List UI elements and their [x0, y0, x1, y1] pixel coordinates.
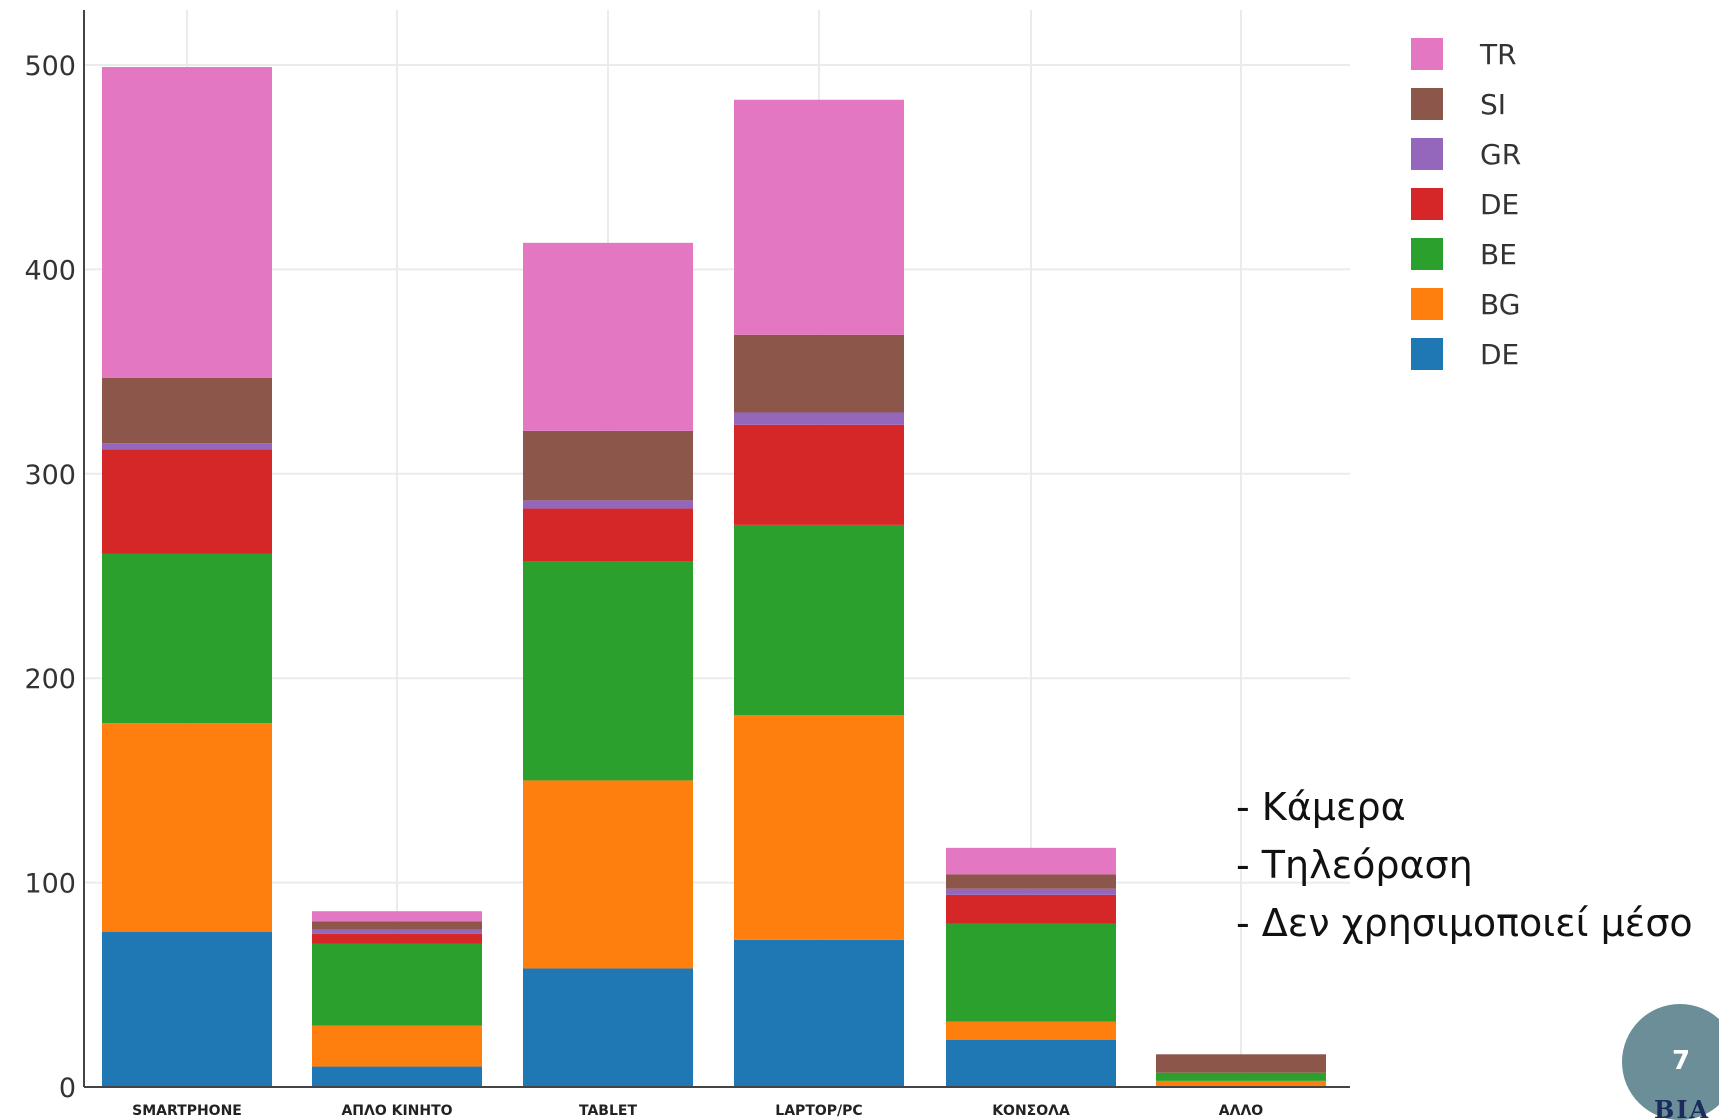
y-tick-label: 300: [24, 460, 76, 491]
bar-segment: [734, 334, 904, 413]
bar-segment: [946, 847, 1116, 875]
y-tick-label: 0: [59, 1073, 76, 1104]
legend-label: BE: [1480, 238, 1517, 271]
x-tick-label: ΚΟΝΣΟΛΑ: [992, 1103, 1070, 1119]
note-item: - Τηλεόραση: [1236, 843, 1473, 887]
bar-segment: [102, 931, 272, 1087]
legend-label: BG: [1480, 288, 1520, 321]
axes: [83, 10, 1350, 1088]
note-item: - Δεν χρησιμοποιεί μέσο: [1236, 901, 1693, 945]
legend-label: DE: [1480, 338, 1519, 371]
bar-segment: [312, 921, 482, 930]
bar-segment: [946, 894, 1116, 924]
bar-segment: [102, 723, 272, 932]
legend-swatch: [1411, 138, 1443, 170]
legend-swatch: [1411, 288, 1443, 320]
bar-segment: [946, 874, 1116, 889]
page-number: 7: [1672, 1046, 1691, 1076]
bar-segment: [312, 1066, 482, 1087]
bar-segment: [102, 377, 272, 444]
y-axis-ticks: 0 100 200 300 400 500: [24, 51, 76, 1104]
bar-segment: [523, 508, 693, 562]
bar-segment: [102, 553, 272, 724]
bar-segment: [312, 933, 482, 944]
bars: [102, 67, 1326, 1087]
bar-segment: [1156, 1080, 1326, 1087]
legend-label: SI: [1480, 88, 1506, 121]
x-tick-label: ΑΠΛΟ ΚΙΝΗΤΟ: [341, 1103, 452, 1119]
x-tick-label: SMARTPHONE: [132, 1103, 242, 1119]
legend-label: DE: [1480, 188, 1519, 221]
bar-segment: [312, 929, 482, 934]
bar-segment: [734, 939, 904, 1087]
x-tick-label: ΑΛΛΟ: [1219, 1103, 1264, 1119]
bar-segment: [523, 780, 693, 969]
bar-segment: [523, 242, 693, 431]
bar-segment: [312, 1025, 482, 1067]
legend-swatch: [1411, 38, 1443, 70]
logo: ΒΙΑ: [1654, 1098, 1711, 1119]
x-axis-ticks: SMARTPHONE ΑΠΛΟ ΚΙΝΗΤΟ TABLET LAPTOP/PC ΚΟΝΣ…: [132, 1103, 1263, 1119]
bar-segment: [1156, 1054, 1326, 1073]
y-tick-label: 200: [24, 664, 76, 695]
legend-swatch: [1411, 88, 1443, 120]
bar-segment: [102, 443, 272, 450]
bar-segment: [734, 524, 904, 715]
notes-list: - Κάμερα - Τηλεόραση - Δεν χρησιμοποιεί …: [1236, 778, 1693, 952]
y-tick-label: 400: [24, 255, 76, 286]
bar-segment: [946, 1039, 1116, 1087]
bar-segment: [734, 412, 904, 425]
bar-segment: [523, 430, 693, 501]
bar-segment: [523, 968, 693, 1087]
x-tick-label: LAPTOP/PC: [775, 1103, 862, 1119]
note-item: - Κάμερα: [1236, 785, 1406, 829]
bar-segment: [1156, 1072, 1326, 1081]
legend-label: GR: [1480, 138, 1521, 171]
bar-segment: [312, 911, 482, 922]
grid-lines: [84, 10, 1350, 1087]
legend-swatch: [1411, 338, 1443, 370]
x-tick-label: TABLET: [579, 1103, 637, 1119]
bar-segment: [734, 424, 904, 525]
y-tick-label: 100: [24, 869, 76, 900]
bar-segment: [523, 561, 693, 781]
bar-segment: [946, 923, 1116, 1022]
legend-swatch: [1411, 188, 1443, 220]
bar-segment: [734, 99, 904, 335]
bar-segment: [523, 500, 693, 509]
bar-segment: [312, 943, 482, 1026]
bar-segment: [102, 449, 272, 554]
bar-segment: [946, 888, 1116, 895]
legend-swatch: [1411, 238, 1443, 270]
bar-segment: [946, 1021, 1116, 1040]
bar-segment: [102, 67, 272, 378]
bar-segment: [734, 714, 904, 940]
legend-label: TR: [1479, 38, 1517, 71]
y-tick-label: 500: [24, 51, 76, 82]
legend: TR SI GR DE BE BG DE: [1411, 38, 1521, 371]
page-number-badge: [1622, 1004, 1719, 1120]
